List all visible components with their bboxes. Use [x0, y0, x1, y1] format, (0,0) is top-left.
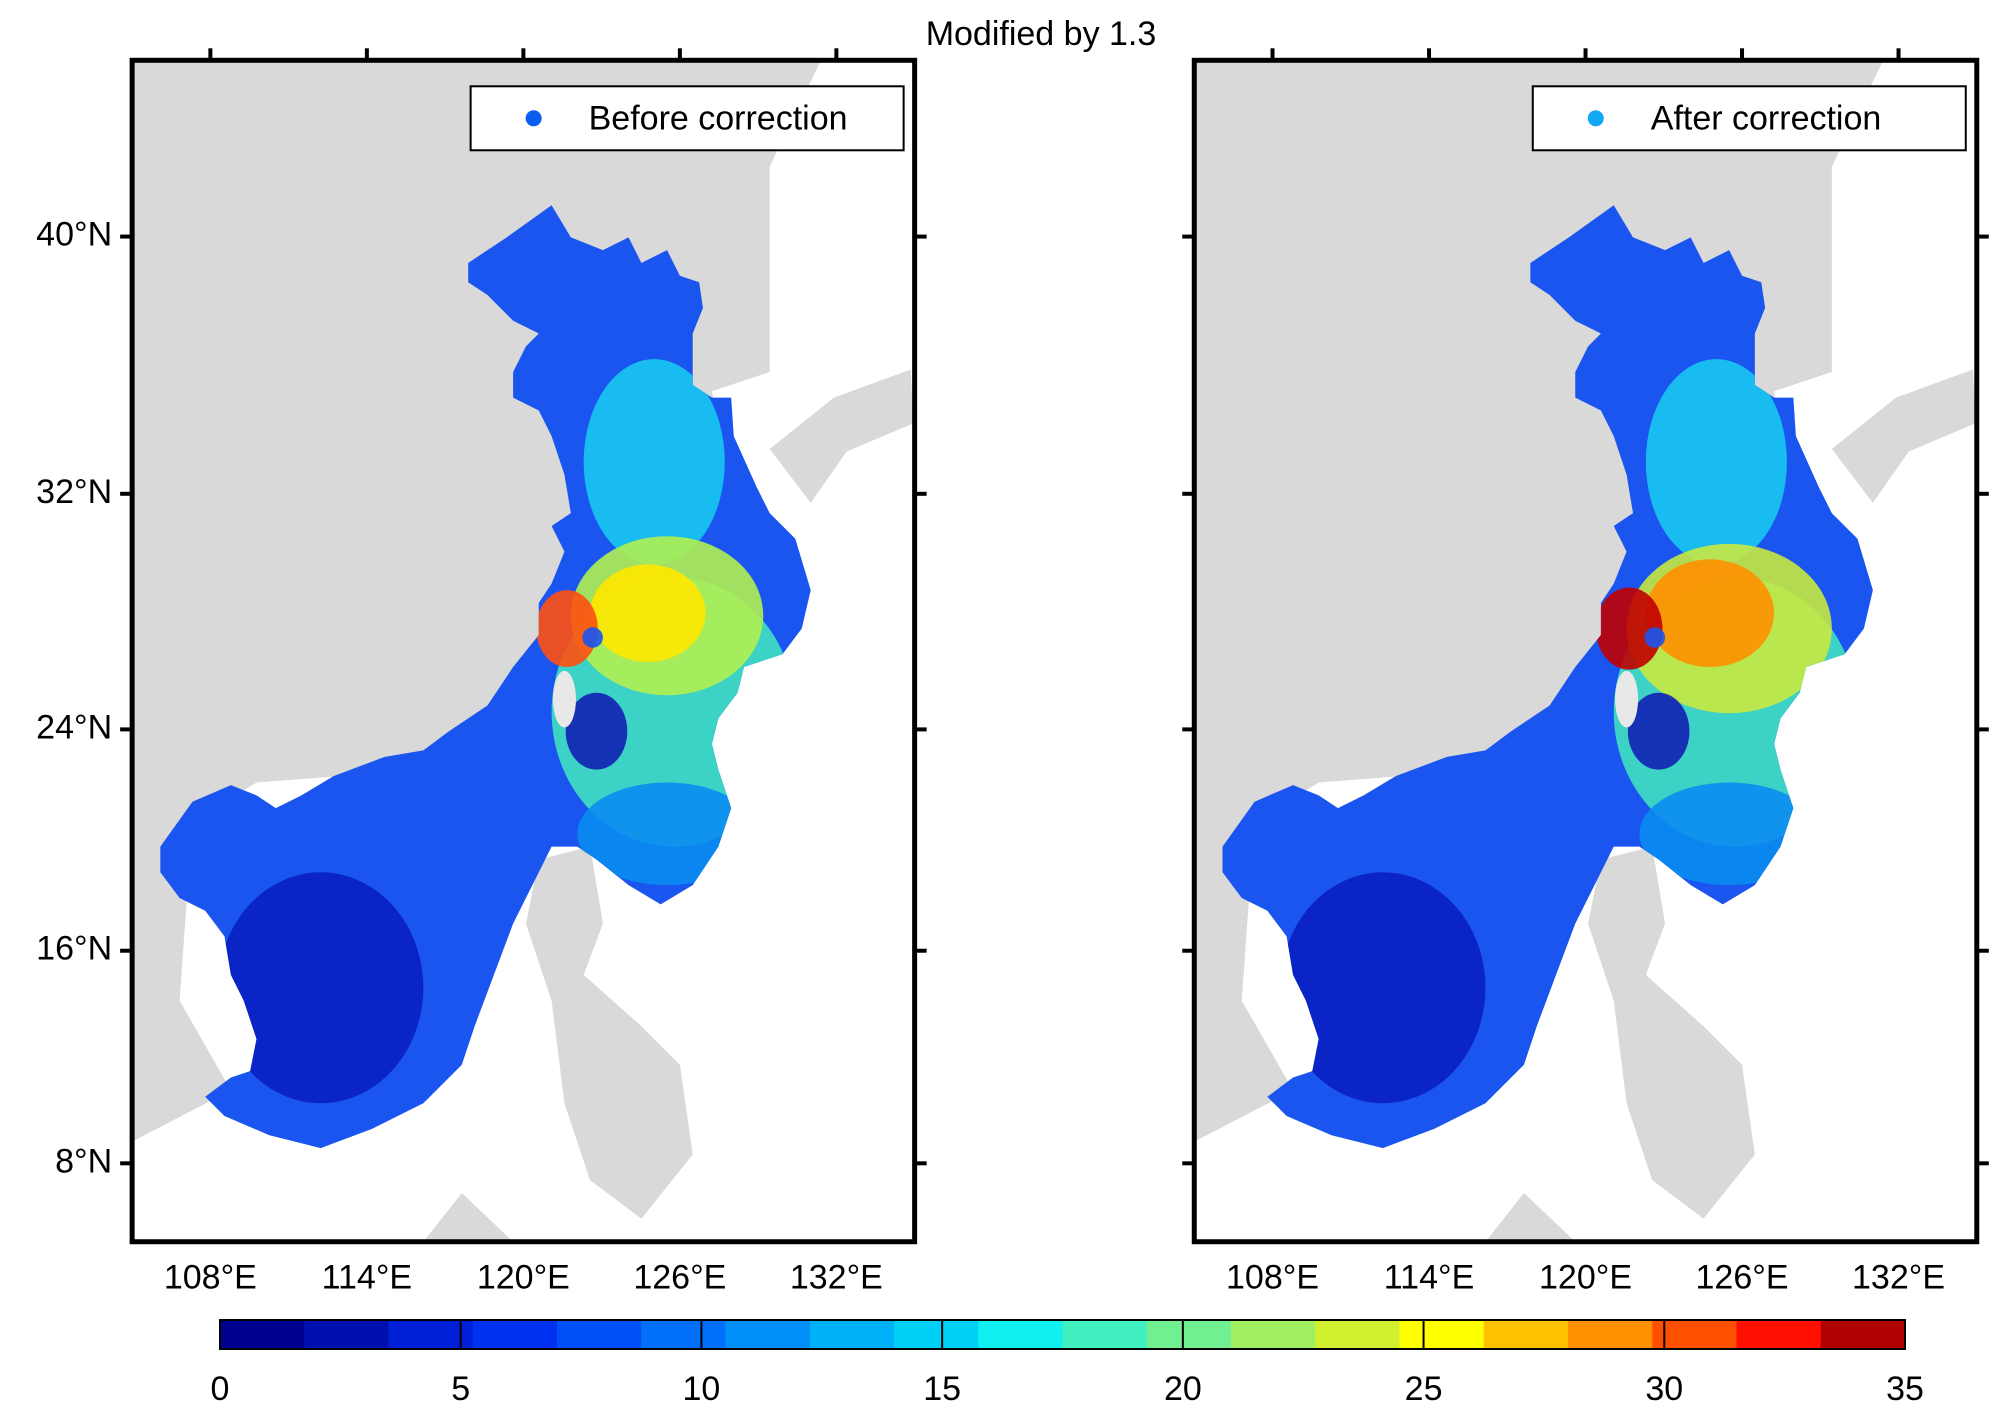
- colorbar-segment: [304, 1320, 389, 1349]
- field-blob: [1645, 359, 1787, 565]
- colorbar-segment: [1483, 1320, 1569, 1349]
- y-tick-label: 16°N: [36, 930, 112, 968]
- field-blob: [1644, 627, 1666, 648]
- field-blob: [583, 359, 725, 565]
- field-blob: [1627, 692, 1690, 770]
- land: [1831, 369, 1976, 503]
- x-tick-label: 108°E: [164, 1259, 257, 1297]
- colorbar-segment: [1399, 1320, 1485, 1349]
- chart-title: Modified by 1.3: [926, 15, 1157, 53]
- colorbar-segment: [1146, 1320, 1232, 1349]
- field-blob: [565, 692, 628, 770]
- colorbar-segment: [725, 1320, 811, 1349]
- colorbar-segment: [1820, 1320, 1906, 1349]
- map-panel: 108°E 114°E 120°E 126°E 132°E 8°N 16°N 24°N 32°N…: [36, 48, 927, 1297]
- colorbar-segment: [1652, 1320, 1737, 1349]
- colorbar: 0 5 10 15 20 25 30 35: [211, 1319, 1924, 1408]
- colorbar-tick-label: 0: [211, 1370, 230, 1408]
- field-blob: [218, 872, 424, 1104]
- colorbar-segment: [978, 1320, 1063, 1349]
- land: [525, 846, 693, 1219]
- colorbar-segment: [220, 1320, 305, 1349]
- colorbar-segment: [1231, 1320, 1316, 1349]
- colorbar-segment: [472, 1320, 558, 1349]
- colorbar-segment: [641, 1320, 726, 1349]
- x-tick-label: 114°E: [322, 1259, 412, 1297]
- colorbar-segment: [1568, 1320, 1653, 1349]
- colorbar-segment: [1315, 1320, 1400, 1349]
- x-tick-label: 132°E: [1852, 1259, 1945, 1297]
- field-blob: [1595, 587, 1663, 670]
- colorbar-segment: [894, 1320, 979, 1349]
- x-tick-label: 120°E: [1539, 1259, 1632, 1297]
- land: [1485, 1192, 1576, 1242]
- x-tick-label: 114°E: [1384, 1259, 1474, 1297]
- legend-label: Before correction: [589, 99, 848, 137]
- colorbar-tick-label: 35: [1886, 1370, 1924, 1408]
- colorbar-tick-label: 10: [683, 1370, 721, 1408]
- colorbar-tick-label: 30: [1645, 1370, 1683, 1408]
- colorbar-tick-label: 20: [1164, 1370, 1202, 1408]
- field-blob: [536, 590, 598, 668]
- colorbar-segment: [388, 1320, 474, 1349]
- legend-label: After correction: [1651, 99, 1882, 137]
- y-tick-label: 24°N: [36, 708, 112, 746]
- map-panel: 108°E 114°E 120°E 126°E 132°E After correctio…: [1182, 48, 1989, 1297]
- colorbar-tick-label: 25: [1405, 1370, 1443, 1408]
- colorbar-tick-label: 15: [923, 1370, 961, 1408]
- x-tick-label: 132°E: [790, 1259, 883, 1297]
- field-blob: [1280, 872, 1486, 1104]
- x-tick-label: 126°E: [633, 1259, 726, 1297]
- colorbar-segment: [557, 1320, 642, 1349]
- land: [423, 1192, 514, 1242]
- x-tick-label: 120°E: [477, 1259, 570, 1297]
- legend-marker: [525, 110, 542, 127]
- taiwan: [1615, 670, 1639, 728]
- field-blob: [582, 627, 603, 648]
- legend-box: [1531, 85, 1967, 152]
- land: [769, 369, 914, 503]
- field-blob: [1645, 559, 1775, 668]
- y-tick-label: 40°N: [36, 216, 112, 254]
- land: [1588, 846, 1755, 1219]
- colorbar-segment: [809, 1320, 895, 1349]
- x-tick-label: 108°E: [1226, 1259, 1319, 1297]
- taiwan: [552, 670, 576, 728]
- colorbar-segment: [1736, 1320, 1822, 1349]
- y-tick-label: 8°N: [55, 1142, 112, 1180]
- y-tick-label: 32°N: [36, 473, 112, 511]
- field-blob: [590, 564, 706, 662]
- x-tick-label: 126°E: [1696, 1259, 1789, 1297]
- colorbar-segment: [1062, 1320, 1148, 1349]
- legend-marker: [1587, 110, 1604, 127]
- legend-box: [469, 85, 905, 152]
- colorbar-tick-label: 5: [451, 1370, 470, 1408]
